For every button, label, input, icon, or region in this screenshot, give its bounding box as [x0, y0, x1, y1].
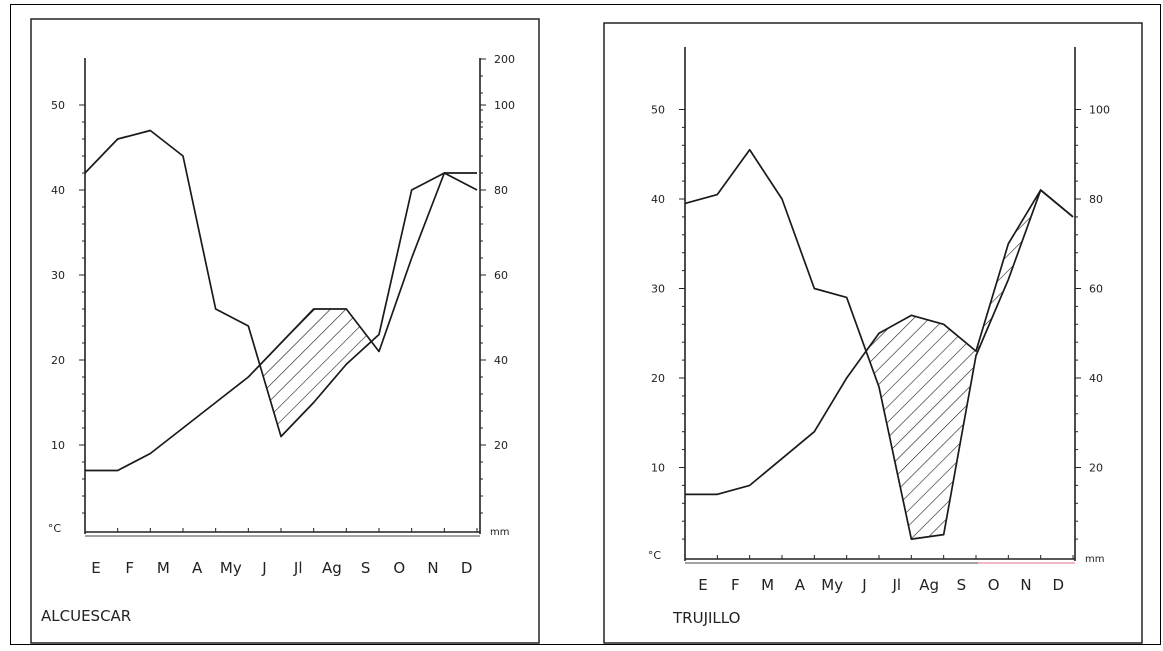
left-tick-label: 10 [651, 462, 665, 475]
month-label: F [125, 559, 134, 577]
month-label: E [698, 576, 707, 594]
left-tick-label: 50 [51, 99, 65, 112]
station-title: ALCUESCAR [41, 607, 131, 625]
month-label: A [795, 576, 806, 594]
month-label: N [427, 559, 438, 577]
climograph-alcuescar: 10 20 30 40 50 °C 20 40 60 80 100 200 mm E F M A My J Jl Ag S… [30, 18, 540, 644]
dry-season-area [866, 190, 1041, 540]
panel-border [603, 22, 1143, 644]
temperature-line [85, 172, 478, 472]
panel-border [30, 18, 540, 644]
month-label: Ag [919, 576, 939, 594]
right-tick-label: 100 [494, 99, 515, 112]
left-tick-label: 30 [51, 269, 65, 282]
right-tick-label: 40 [494, 354, 508, 367]
month-label: O [988, 576, 1000, 594]
right-axis-unit: mm [1085, 554, 1104, 565]
left-tick-label: 40 [651, 193, 665, 206]
month-label: A [192, 559, 203, 577]
right-tick-label: 80 [1089, 193, 1103, 206]
month-label: Jl [892, 576, 902, 594]
month-label: D [461, 559, 473, 577]
station-title: TRUJILLO [672, 609, 740, 627]
right-tick-label: 200 [494, 53, 515, 66]
month-label: O [393, 559, 405, 577]
left-tick-label: 30 [651, 283, 665, 296]
left-tick-label: 40 [51, 184, 65, 197]
left-axis-unit: °C [48, 522, 62, 535]
climograph-panel-alcuescar: 10 20 30 40 50 °C 20 40 60 80 100 200 mm E F M A My J Jl Ag S… [30, 18, 540, 647]
right-tick-label: 80 [494, 184, 508, 197]
right-tick-label: 60 [494, 269, 508, 282]
month-label: J [261, 559, 266, 577]
figure-frame [10, 4, 1161, 645]
left-tick-label: 10 [51, 439, 65, 452]
left-tick-label: 50 [651, 104, 665, 117]
month-label: E [91, 559, 100, 577]
left-tick-label: 20 [651, 372, 665, 385]
right-tick-label: 40 [1089, 372, 1103, 385]
month-label: D [1053, 576, 1065, 594]
month-label: Ag [322, 559, 342, 577]
month-label: S [361, 559, 371, 577]
month-label: S [957, 576, 967, 594]
precipitation-line [84, 129, 477, 438]
right-tick-label: 60 [1089, 283, 1103, 296]
right-axis-unit: mm [490, 527, 509, 538]
right-tick-label: 100 [1089, 104, 1110, 117]
month-label: N [1020, 576, 1031, 594]
temperature-line [685, 189, 1074, 496]
month-label: M [157, 559, 170, 577]
month-label: J [861, 576, 866, 594]
climograph-panel-trujillo: 10 20 30 40 50 °C 20 40 60 80 100 mm E F M A My J Jl Ag S O N D… [603, 22, 1143, 647]
precipitation-line [684, 148, 1074, 540]
month-label: M [761, 576, 774, 594]
left-tick-label: 20 [51, 354, 65, 367]
right-tick-label: 20 [1089, 462, 1103, 475]
left-axis-unit: °C [648, 549, 662, 562]
right-tick-label: 20 [494, 439, 508, 452]
month-label: Jl [293, 559, 303, 577]
climograph-trujillo: 10 20 30 40 50 °C 20 40 60 80 100 mm E F M A My J Jl Ag S O N D… [603, 22, 1143, 644]
month-label: My [821, 576, 843, 594]
month-label: My [220, 559, 242, 577]
dry-season-area [259, 309, 372, 437]
month-label: F [731, 576, 740, 594]
